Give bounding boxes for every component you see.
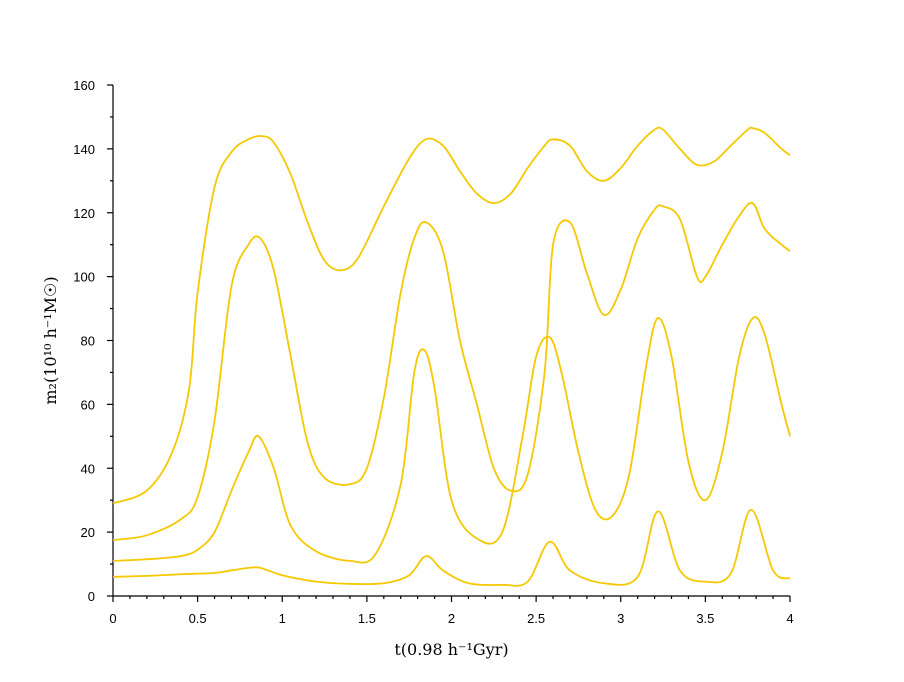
series-line-1 <box>112 508 791 587</box>
x-tick-label: 0.5 <box>189 611 207 626</box>
y-tick-label: 20 <box>81 525 95 540</box>
y-tick-label: 40 <box>81 461 95 476</box>
x-tick-label: 2 <box>448 611 455 626</box>
series-group <box>112 126 791 587</box>
y-tick-label: 120 <box>73 206 95 221</box>
x-tick-label: 3 <box>617 611 624 626</box>
series-line-2 <box>112 316 791 564</box>
y-tick-label: 160 <box>73 78 95 93</box>
y-axis-title: m₂(10¹⁰ h⁻¹M☉) <box>41 276 60 404</box>
series-line-4 <box>112 126 791 505</box>
y-tick-label: 60 <box>81 397 95 412</box>
axes <box>112 85 790 597</box>
x-tick-label: 4 <box>786 611 793 626</box>
x-tick-label: 1.5 <box>358 611 376 626</box>
y-tick-label: 140 <box>73 142 95 157</box>
x-tick-label: 0 <box>109 611 116 626</box>
series-line-3 <box>112 201 791 542</box>
y-tick-label: 80 <box>81 334 95 349</box>
y-tick-label: 0 <box>88 589 95 604</box>
x-tick-label: 1 <box>279 611 286 626</box>
y-tick-label: 100 <box>73 270 95 285</box>
x-axis-title: t(0.98 h⁻¹Gyr) <box>394 640 508 659</box>
x-tick-label: 3.5 <box>696 611 714 626</box>
x-tick-label: 2.5 <box>527 611 545 626</box>
